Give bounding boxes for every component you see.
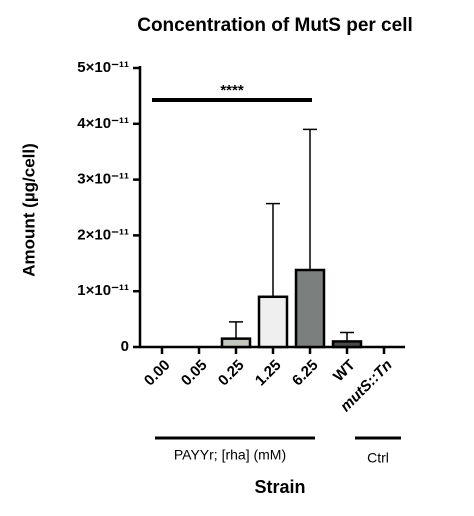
y-axis-label: Amount (µg/cell) <box>19 143 38 277</box>
bar <box>257 295 289 349</box>
y-tick-label: 1×10⁻¹¹ <box>77 282 129 299</box>
x-tick-label: 0.25 <box>215 357 248 390</box>
y-tick-label: 3×10⁻¹¹ <box>77 171 129 188</box>
y-tick-label: 0 <box>121 338 129 355</box>
x-tick-label: 1.25 <box>252 357 285 390</box>
y-tick-label: 5×10⁻¹¹ <box>77 59 129 76</box>
bar <box>331 340 363 349</box>
x-tick-label: 6.25 <box>289 357 322 390</box>
group-label: Ctrl <box>367 450 389 466</box>
bar <box>220 337 252 349</box>
x-axis-label: Strain <box>254 477 305 497</box>
x-tick-label: 0.05 <box>178 357 211 390</box>
annotation: **** <box>220 82 244 99</box>
chart-title: Concentration of MutS per cell <box>137 15 413 36</box>
x-tick-label: WT <box>330 357 359 386</box>
x-tick-label: 0.00 <box>141 357 174 390</box>
group-label: PAYYr; [rha] (mM) <box>174 447 286 463</box>
bar <box>294 268 326 349</box>
y-tick-label: 4×10⁻¹¹ <box>77 115 129 132</box>
y-tick-label: 2×10⁻¹¹ <box>77 226 129 243</box>
